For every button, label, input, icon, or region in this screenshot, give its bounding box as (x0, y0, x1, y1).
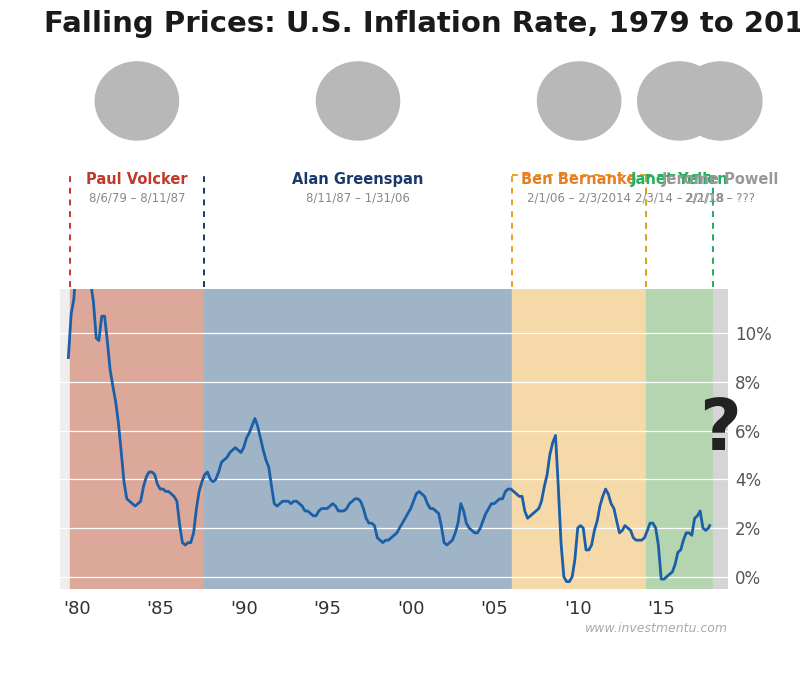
Text: Alan Greenspan: Alan Greenspan (292, 172, 424, 186)
Text: 8/6/79 – 8/11/87: 8/6/79 – 8/11/87 (89, 192, 185, 205)
Bar (646, 289, 713, 589)
Text: Jerome Powell: Jerome Powell (662, 172, 779, 186)
Bar (512, 289, 646, 589)
Bar (204, 289, 512, 589)
Text: Paul Volcker: Paul Volcker (86, 172, 188, 186)
Text: 8/11/87 – 1/31/06: 8/11/87 – 1/31/06 (306, 192, 410, 205)
Bar (713, 289, 728, 589)
Text: 2/1/06 – 2/3/2014: 2/1/06 – 2/3/2014 (527, 192, 631, 205)
Text: Janet Yellen: Janet Yellen (630, 172, 728, 186)
Text: www.investmentu.com: www.investmentu.com (585, 622, 728, 635)
Text: 2/2/18 – ???: 2/2/18 – ??? (686, 192, 755, 205)
Text: Falling Prices: U.S. Inflation Rate, 1979 to 2017: Falling Prices: U.S. Inflation Rate, 197… (44, 10, 800, 38)
Bar (70, 289, 204, 589)
Text: 2/3/14 – 2/1/18: 2/3/14 – 2/1/18 (634, 192, 724, 205)
Text: ?: ? (699, 396, 742, 465)
Text: Ben Bernanke: Ben Bernanke (522, 172, 637, 186)
